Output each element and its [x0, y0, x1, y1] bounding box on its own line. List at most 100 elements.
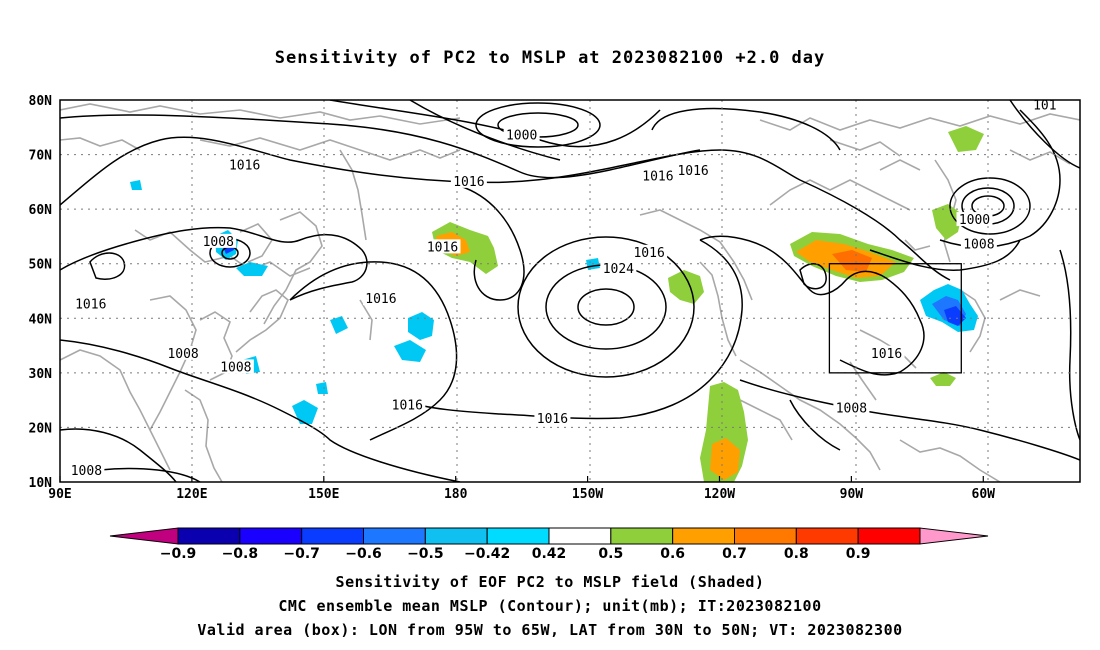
colorbar-tick-label: −0.7	[283, 546, 320, 562]
contour-label: 1016	[642, 169, 673, 184]
colorbar-swatch	[795, 527, 859, 545]
contour-label-bg	[362, 291, 399, 306]
colorbar-swatch	[548, 527, 612, 545]
lat-label: 50N	[29, 258, 53, 273]
footer-line-shading: Sensitivity of EOF PC2 to MSLP field (Sh…	[335, 573, 765, 591]
lon-label: 150W	[572, 487, 603, 502]
lat-label: 60N	[29, 203, 53, 218]
contour-label-bg	[72, 296, 109, 311]
contour-label: 1000	[506, 128, 537, 143]
colorbar-swatch	[734, 527, 797, 545]
colorbar-swatch	[239, 527, 303, 545]
shade-positive-mexico-core	[710, 438, 740, 480]
contour-label-bg	[1030, 100, 1059, 112]
lat-label: 80N	[29, 94, 53, 109]
contour-label: 1008	[203, 235, 234, 250]
shade-positive-west-coast	[668, 270, 704, 304]
contour-label: 1016	[677, 164, 708, 179]
contour-label-bg	[956, 212, 993, 227]
lon-label: 120W	[704, 487, 735, 502]
contour-label: 1008	[167, 347, 198, 362]
contour-label-bg	[424, 239, 461, 254]
colorbar-swatch	[363, 527, 426, 545]
contour-label-bg	[217, 359, 254, 374]
lon-label: 90E	[48, 487, 71, 502]
colorbar-arrow-low	[109, 527, 179, 545]
contour-label: 101	[1033, 98, 1056, 113]
shade-negative-wpac	[292, 400, 318, 424]
colorbar-tick-label: 0.7	[722, 546, 747, 562]
contour-label: 1008	[836, 401, 867, 416]
colorbar-swatch	[301, 527, 364, 545]
colorbar	[109, 527, 989, 545]
colorbar-tick-label: −0.8	[222, 546, 259, 562]
contour-label-bg	[960, 236, 997, 251]
colorbar-tick-label: −0.9	[160, 546, 197, 562]
sensitivity-shading-layer	[130, 126, 984, 482]
contour-label: 1016	[453, 175, 484, 190]
lat-label: 20N	[29, 421, 53, 436]
shade-negative-npac-2	[394, 340, 426, 362]
colorbar-tick-label: −0.5	[407, 546, 444, 562]
colorbar-tick-label: −0.42	[464, 546, 510, 562]
contour-label: 1016	[633, 246, 664, 261]
contour-label-bg	[833, 400, 870, 415]
contour-label: 1016	[392, 399, 423, 414]
colorbar-tick-label: 0.42	[532, 546, 567, 562]
lon-label: 90W	[840, 487, 864, 502]
lat-label: 70N	[29, 149, 53, 164]
mslp-contour-layer	[60, 100, 1080, 482]
shade-negative-eastcoast-core	[944, 306, 966, 326]
contour-label-bg	[600, 261, 637, 276]
contour-label: 1016	[75, 298, 106, 313]
contour-label-bg	[165, 345, 202, 360]
colorbar-tick-label: 0.9	[846, 546, 871, 562]
shade-negative-small	[316, 382, 328, 394]
plot-frame	[59, 99, 1081, 483]
contour-label-bg	[534, 411, 571, 426]
colorbar-tick-label: 0.8	[784, 546, 809, 562]
lon-label: 120E	[176, 487, 207, 502]
colorbar-swatch	[610, 527, 674, 545]
colorbar-swatch	[424, 527, 488, 545]
contour-label-bg	[631, 244, 668, 259]
colorbar-swatch	[177, 527, 241, 545]
contour-label: 1008	[71, 464, 102, 479]
shade-positive-labrador	[948, 126, 984, 152]
latitude-axis-labels: 80N 70N 60N 50N 40N 30N 20N 10N	[29, 94, 53, 491]
contour-label: 1016	[365, 292, 396, 307]
shade-negative-japan	[236, 262, 268, 276]
lat-label: 40N	[29, 312, 53, 327]
lon-label: 60W	[972, 487, 996, 502]
contour-label-bg	[639, 168, 676, 183]
shade-positive-northamerica-core	[832, 250, 872, 272]
contour-label: 1008	[963, 238, 994, 253]
shade-negative-npac-1	[408, 312, 434, 340]
contour-label: 1000	[959, 213, 990, 228]
footer-line-contour: CMC ensemble mean MSLP (Contour); unit(m…	[278, 597, 822, 615]
colorbar-tick-label: 0.6	[660, 546, 685, 562]
valid-area-box	[828, 263, 962, 374]
colorbar-swatch	[857, 527, 921, 545]
contour-label-bg	[68, 463, 105, 478]
shade-negative-siberia	[130, 180, 142, 190]
contour-label: 1016	[427, 240, 458, 255]
contour-label: 1008	[220, 360, 251, 375]
contour-label-bg	[389, 397, 426, 412]
contour-label-bg	[450, 173, 487, 188]
contour-label-bg	[226, 157, 263, 172]
colorbar-swatch	[486, 527, 550, 545]
lat-label: 30N	[29, 367, 53, 382]
colorbar-tick-label: 0.5	[598, 546, 623, 562]
contour-label-bg	[200, 233, 237, 248]
colorbar-tick-label: −0.6	[345, 546, 382, 562]
lat-label: 10N	[29, 476, 53, 491]
shade-positive-atlantic	[930, 372, 956, 386]
footer-line-valid-area: Valid area (box): LON from 95W to 65W, L…	[197, 621, 903, 639]
map-title: Sensitivity of PC2 to MSLP at 2023082100…	[274, 48, 826, 68]
contour-label: 1024	[603, 262, 634, 277]
contour-label-bg	[503, 127, 540, 142]
contour-label-bg	[868, 345, 905, 360]
